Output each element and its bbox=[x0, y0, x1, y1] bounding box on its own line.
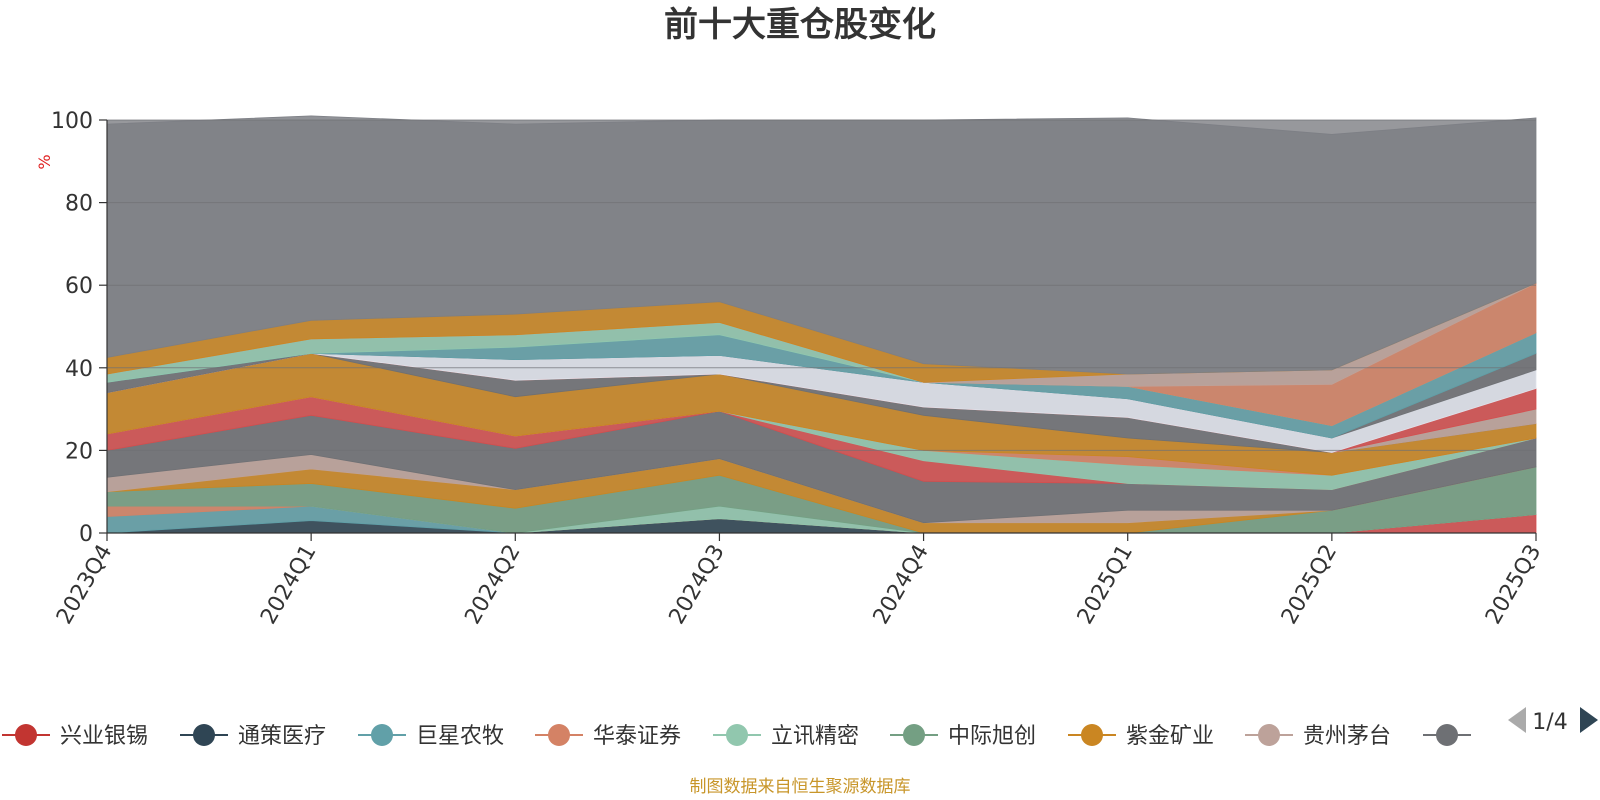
legend-item[interactable]: 贵州茅台 bbox=[1245, 724, 1391, 749]
source-footer: 制图数据来自恒生聚源数据库 bbox=[690, 777, 911, 797]
y-tick-label: 80 bbox=[65, 192, 93, 217]
legend-marker bbox=[1436, 724, 1458, 746]
y-axis-label: % bbox=[35, 154, 54, 169]
x-tick-label: 2024Q2 bbox=[460, 541, 525, 629]
legend-marker bbox=[15, 724, 37, 746]
legend-marker bbox=[371, 724, 393, 746]
x-tick-label: 2024Q3 bbox=[665, 541, 730, 629]
legend-label: 兴业银锡 bbox=[60, 724, 148, 749]
chart-title: 前十大重仓股变化 bbox=[664, 5, 936, 45]
x-tick-label: 2024Q4 bbox=[869, 541, 934, 629]
legend-label: 中际旭创 bbox=[948, 724, 1036, 749]
legend-label: 立讯精密 bbox=[771, 724, 859, 749]
y-tick-label: 40 bbox=[65, 357, 93, 382]
legend-item[interactable]: 中际旭创 bbox=[890, 724, 1036, 749]
legend-label: 贵州茅台 bbox=[1303, 724, 1391, 749]
y-tick-label: 60 bbox=[65, 274, 93, 299]
area-series bbox=[106, 115, 1537, 534]
legend-item[interactable]: 立讯精密 bbox=[713, 724, 859, 749]
legend-item[interactable]: 巨星农牧 bbox=[358, 724, 504, 749]
legend-pager: 1/4 bbox=[1508, 707, 1598, 735]
area-其他[interactable] bbox=[106, 115, 1537, 375]
legend-marker bbox=[193, 724, 215, 746]
x-tick-label: 2025Q3 bbox=[1481, 541, 1546, 629]
legend-label: 通策医疗 bbox=[238, 724, 326, 749]
legend-item[interactable]: 华泰证券 bbox=[535, 724, 681, 749]
legend-next-arrow-icon[interactable] bbox=[1580, 707, 1598, 733]
legend: 兴业银锡 通策医疗 巨星农牧 华泰证券 立讯精密 中际旭创 紫金矿业 贵州茅台 宁德时代 bbox=[2, 724, 1569, 749]
y-tick-label: 100 bbox=[51, 109, 93, 134]
x-tick-label: 2025Q2 bbox=[1277, 541, 1342, 629]
legend-item[interactable]: 紫金矿业 bbox=[1068, 724, 1214, 749]
legend-label: 紫金矿业 bbox=[1126, 724, 1214, 749]
legend-marker bbox=[1258, 724, 1280, 746]
y-tick-label: 20 bbox=[65, 439, 93, 464]
legend-label: 巨星农牧 bbox=[416, 724, 504, 749]
legend-label: 华泰证券 bbox=[593, 724, 681, 749]
legend-item[interactable]: 通策医疗 bbox=[180, 724, 326, 749]
legend-marker bbox=[726, 724, 748, 746]
legend-item[interactable]: 宁德时代 bbox=[1423, 724, 1569, 749]
legend-item[interactable]: 兴业银锡 bbox=[2, 724, 148, 749]
x-tick-label: 2024Q1 bbox=[256, 541, 321, 629]
legend-page-indicator: 1/4 bbox=[1532, 710, 1567, 735]
legend-marker bbox=[548, 724, 570, 746]
legend-marker bbox=[1081, 724, 1103, 746]
x-tick-label: 2025Q1 bbox=[1073, 541, 1138, 629]
gridlines bbox=[107, 119, 1536, 451]
y-tick-label: 0 bbox=[79, 522, 93, 547]
x-tick-label: 2023Q4 bbox=[52, 541, 117, 629]
legend-prev-arrow-icon[interactable] bbox=[1508, 707, 1526, 733]
legend-marker bbox=[903, 724, 925, 746]
